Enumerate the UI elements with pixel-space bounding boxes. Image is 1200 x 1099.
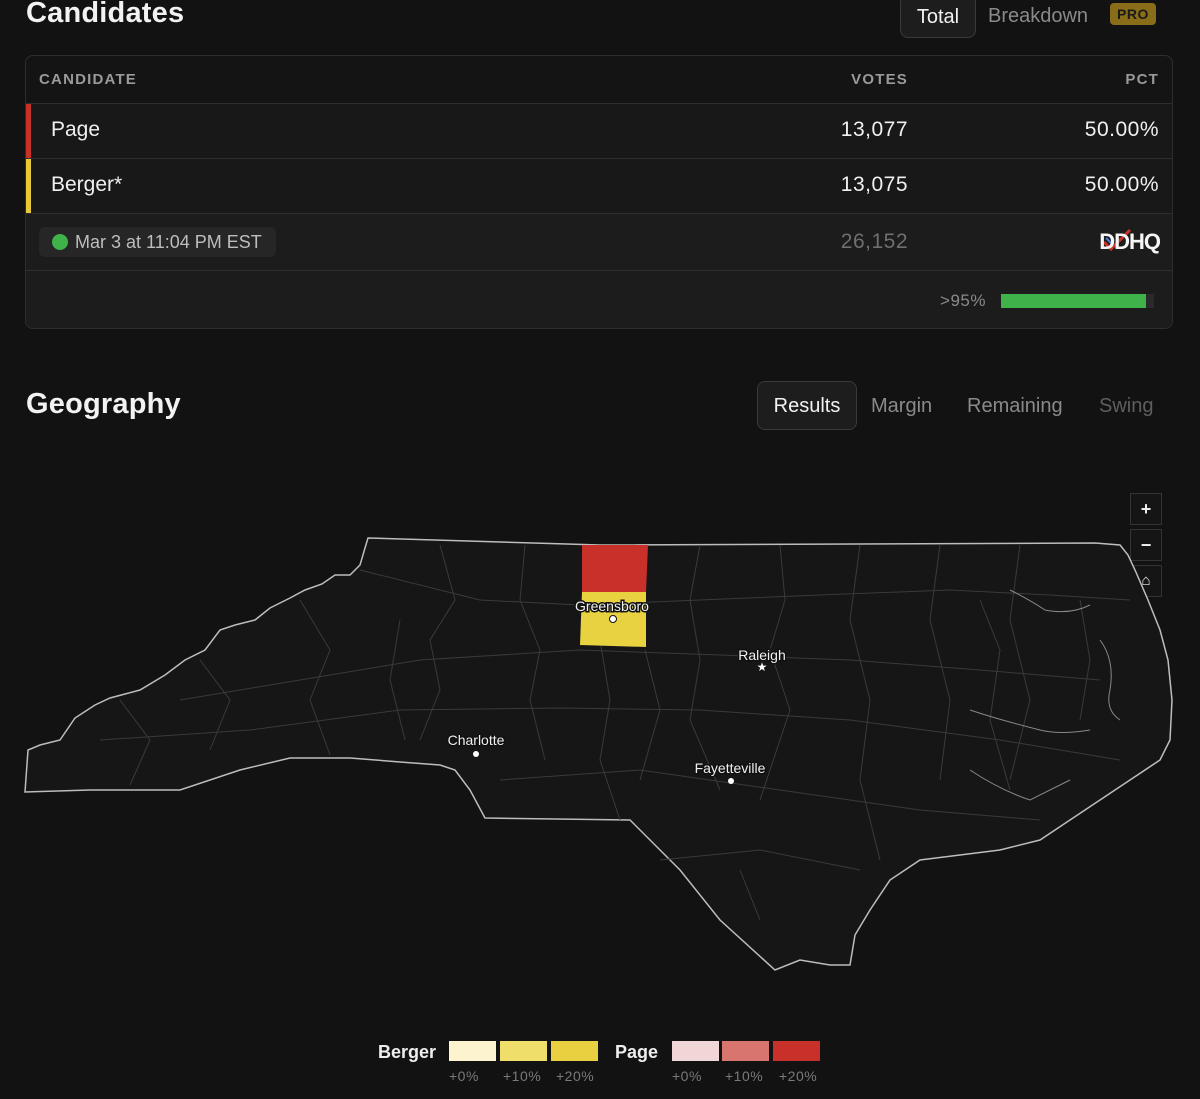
city-label-fayetteville: Fayetteville bbox=[695, 760, 766, 776]
tab-remaining[interactable]: Remaining bbox=[967, 395, 1063, 417]
candidate-votes: 13,077 bbox=[840, 118, 908, 141]
city-label-greensboro: Greensboro bbox=[575, 598, 649, 614]
capital-star-icon: ★ bbox=[757, 660, 768, 674]
candidate-row-berger[interactable]: Berger* 13,075 50.00% bbox=[26, 159, 1172, 213]
legend-swatch bbox=[500, 1041, 547, 1061]
row-divider bbox=[26, 270, 1172, 271]
candidate-pct: 50.00% bbox=[1084, 173, 1159, 196]
total-votes: 26,152 bbox=[840, 230, 908, 253]
legend-berger-label: Berger bbox=[378, 1042, 437, 1062]
candidate-row-page[interactable]: Page 13,077 50.00% bbox=[26, 104, 1172, 158]
legend-tick: +20% bbox=[779, 1068, 818, 1084]
city-dot-icon bbox=[473, 751, 479, 757]
reporting-bar-fill bbox=[1001, 294, 1147, 308]
party-color-stripe bbox=[26, 104, 31, 158]
timestamp-pill: Mar 3 at 11:04 PM EST bbox=[39, 227, 276, 257]
timestamp-text: Mar 3 at 11:04 PM EST bbox=[75, 232, 262, 252]
geography-title: Geography bbox=[26, 388, 181, 420]
coastal-sounds bbox=[969, 589, 1121, 801]
ddhq-logo: DDHQ bbox=[1099, 229, 1161, 254]
party-color-stripe bbox=[26, 159, 31, 213]
tab-breakdown[interactable]: Breakdown bbox=[988, 5, 1089, 27]
row-divider bbox=[26, 213, 1172, 214]
tab-results[interactable]: Results bbox=[757, 381, 857, 430]
legend-tick: +10% bbox=[725, 1068, 764, 1084]
legend-page-label: Page bbox=[615, 1042, 659, 1062]
header-divider bbox=[26, 103, 1172, 104]
city-dot-icon bbox=[609, 615, 617, 623]
county-lines bbox=[99, 544, 1131, 921]
legend-tick: +0% bbox=[672, 1068, 702, 1084]
reporting-bar bbox=[1001, 294, 1154, 308]
tab-margin[interactable]: Margin bbox=[871, 395, 933, 417]
pro-badge: PRO bbox=[1110, 3, 1156, 25]
legend-tick: +10% bbox=[503, 1068, 542, 1084]
header-candidate: CANDIDATE bbox=[39, 71, 138, 88]
reporting-label: >95% bbox=[940, 291, 986, 310]
tab-total[interactable]: Total bbox=[900, 0, 976, 38]
legend-swatch bbox=[722, 1041, 769, 1061]
state-shape bbox=[24, 537, 1173, 971]
zoom-in-button[interactable]: + bbox=[1130, 493, 1162, 525]
ddhq-check-icon bbox=[1102, 228, 1132, 252]
reporting-row: >95% bbox=[26, 271, 1172, 328]
candidate-pct: 50.00% bbox=[1084, 118, 1159, 141]
north-carolina-map[interactable]: Greensboro ★ Raleigh Charlotte Fayettevi… bbox=[0, 430, 1200, 990]
header-pct: PCT bbox=[1125, 71, 1159, 88]
city-dot-icon bbox=[728, 778, 734, 784]
legend-swatch bbox=[551, 1041, 598, 1061]
totals-row: Mar 3 at 11:04 PM EST 26,152 DDHQ bbox=[26, 214, 1172, 270]
legend-tick: +20% bbox=[556, 1068, 595, 1084]
candidates-title: Candidates bbox=[26, 0, 185, 29]
legend-swatch bbox=[449, 1041, 496, 1061]
candidate-votes: 13,075 bbox=[840, 173, 908, 196]
header-votes: VOTES bbox=[851, 71, 908, 88]
candidates-table: CANDIDATE VOTES PCT Page 13,077 50.00% B… bbox=[25, 55, 1173, 329]
legend-tick: +0% bbox=[449, 1068, 479, 1084]
legend-swatch bbox=[773, 1041, 820, 1061]
candidate-name: Berger* bbox=[51, 173, 123, 196]
city-label-charlotte: Charlotte bbox=[448, 732, 505, 748]
tab-swing[interactable]: Swing bbox=[1099, 395, 1154, 417]
county-page-lead[interactable] bbox=[582, 545, 648, 592]
candidate-name: Page bbox=[51, 118, 101, 141]
status-dot-icon bbox=[52, 234, 68, 250]
row-divider bbox=[26, 158, 1172, 159]
home-icon: ⌂ bbox=[1141, 572, 1151, 589]
legend-swatch bbox=[672, 1041, 719, 1061]
zoom-out-button[interactable]: − bbox=[1130, 529, 1162, 561]
city-label-raleigh: Raleigh bbox=[738, 647, 785, 663]
